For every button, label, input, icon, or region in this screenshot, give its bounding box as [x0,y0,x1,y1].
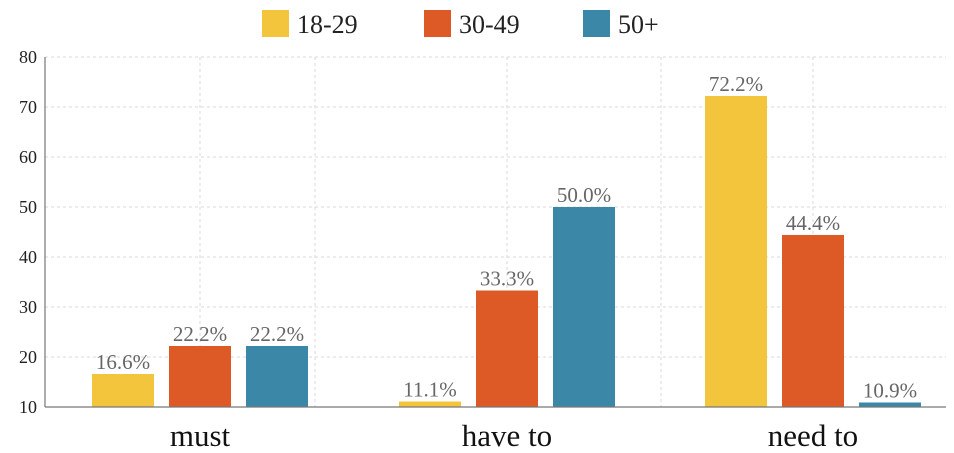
bar-30-49-have-to [476,290,538,407]
data-label: 44.4% [786,211,840,235]
bars [92,96,921,407]
legend-swatch [262,10,289,37]
y-tick-label: 10 [19,397,37,417]
bar-18-29-have-to [399,401,461,407]
legend-label: 30-49 [459,10,520,39]
legend-label: 50+ [618,10,659,39]
y-tick-label: 80 [19,47,37,67]
y-tick-label: 40 [19,247,37,267]
value-labels: 16.6% 22.2% 22.2% 11.1% 33.3% 50.0% 72.2% 44.4%… [96,72,917,403]
x-axis: must have to need to [45,406,946,453]
y-tick-label: 70 [19,97,37,117]
bar-18-29-need-to [705,96,767,407]
legend: 18-29 30-49 50+ [262,10,659,39]
x-category-label: have to [462,418,552,453]
legend-swatch [583,10,610,37]
y-axis: 10 20 30 40 50 60 70 80 [19,47,46,417]
bar-50+-have-to [553,207,615,407]
x-category-label: need to [768,418,858,453]
x-category-label: must [170,418,231,453]
data-label: 72.2% [709,72,763,96]
bar-50+-must [246,346,308,407]
bar-30-49-need-to [782,235,844,407]
y-tick-label: 30 [19,297,37,317]
y-tick-label: 60 [19,147,37,167]
bar-50+-need-to [859,402,921,407]
bar-18-29-must [92,374,154,407]
data-label: 22.2% [250,322,304,346]
y-tick-label: 20 [19,347,37,367]
data-label: 50.0% [557,183,611,207]
legend-swatch [424,10,451,37]
data-label: 16.6% [96,350,150,374]
grid [45,56,946,407]
bar-30-49-must [169,346,231,407]
legend-label: 18-29 [297,10,358,39]
data-label: 10.9% [863,379,917,403]
data-label: 22.2% [173,322,227,346]
data-label: 33.3% [480,267,534,291]
y-tick-label: 50 [19,197,37,217]
data-label: 11.1% [403,378,456,402]
